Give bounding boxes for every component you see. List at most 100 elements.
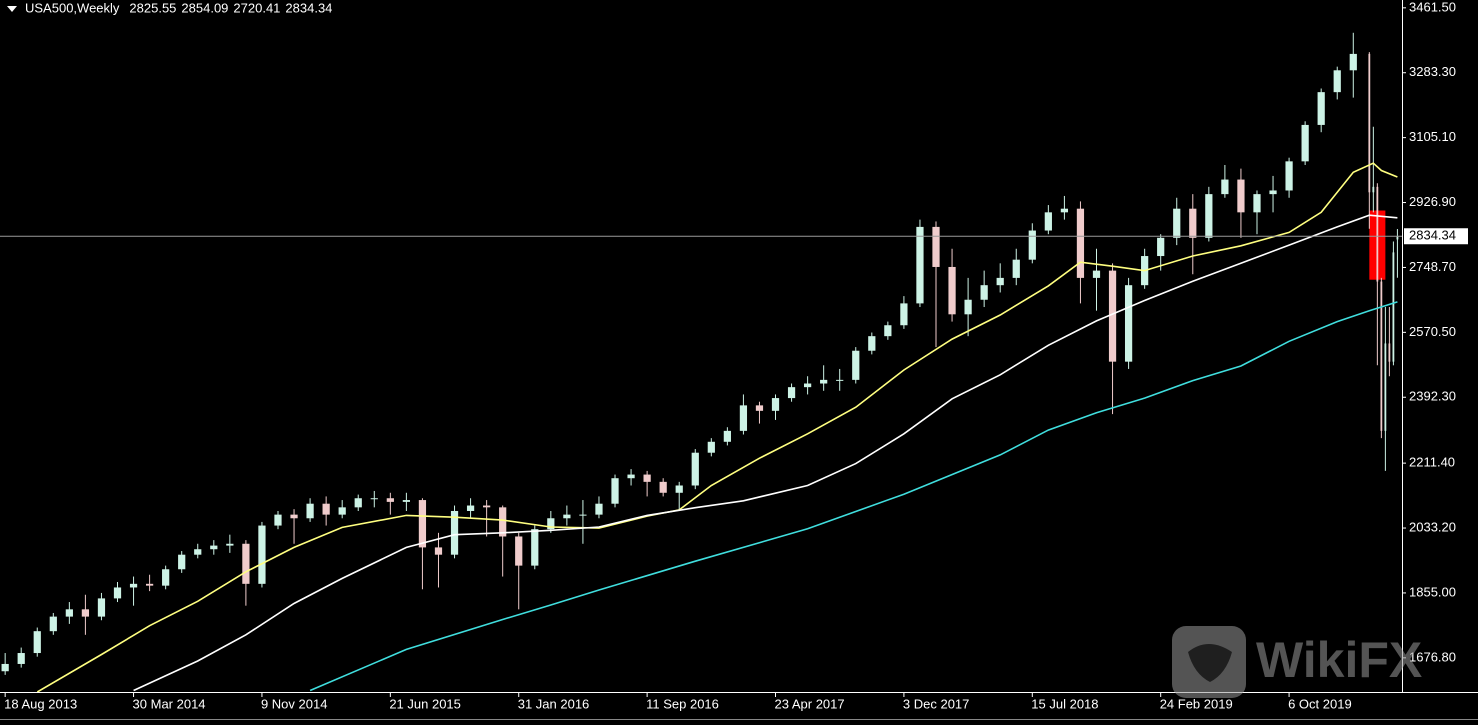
candle-body	[226, 543, 234, 546]
last-price-box	[1404, 228, 1468, 245]
y-tick-label: 3105.10	[1409, 129, 1456, 144]
candle-body	[242, 543, 250, 584]
candle-body	[948, 266, 956, 315]
candle-body	[852, 350, 860, 380]
candle-body	[466, 505, 475, 511]
y-tick-label: 1855.00	[1409, 584, 1456, 599]
x-tick-label: 15 Jul 2018	[1031, 696, 1098, 711]
candle-body	[595, 503, 603, 515]
candle-body	[579, 514, 587, 516]
candle-body	[65, 609, 73, 617]
candle-body	[996, 277, 1004, 286]
candle-body	[81, 609, 90, 617]
candle-body	[1044, 212, 1052, 231]
y-tick-label: 2392.30	[1409, 389, 1456, 404]
candle-body	[418, 500, 427, 548]
candle-body	[322, 503, 330, 515]
x-tick-label: 31 Jan 2016	[518, 696, 590, 711]
candle-body	[1396, 236, 1399, 240]
chart-title: USA500,Weekly	[25, 0, 120, 15]
y-tick-label: 2748.70	[1409, 259, 1456, 274]
candle-body	[162, 569, 170, 586]
moving-average-line	[36, 162, 1398, 692]
candle-body	[611, 478, 619, 504]
candle-body	[1108, 270, 1117, 362]
candle-body	[884, 325, 892, 337]
x-tick-label: 11 Sep 2016	[646, 696, 719, 711]
candle-body	[916, 226, 924, 304]
candle-body	[707, 441, 715, 453]
candle-body	[1380, 281, 1383, 431]
watermark: WikiFX	[1172, 626, 1422, 698]
candle-body	[836, 379, 844, 381]
candle-body	[274, 514, 282, 526]
candle-body	[1076, 208, 1085, 278]
y-tick-label: 1676.80	[1409, 649, 1456, 664]
candle-body	[1285, 161, 1293, 191]
candle-body	[1, 663, 9, 672]
candle-body	[97, 598, 106, 617]
candle-body	[771, 398, 780, 411]
candle-body	[1189, 208, 1197, 238]
candle-body	[434, 547, 443, 555]
candle-body	[1012, 259, 1020, 278]
x-tick-label: 23 Apr 2017	[775, 696, 845, 711]
candle-body	[1269, 190, 1277, 195]
candle-body	[1028, 230, 1036, 260]
candle-body	[1372, 186, 1375, 193]
candle-body	[643, 474, 651, 482]
candle-body	[1157, 237, 1165, 257]
candle-body	[306, 503, 314, 519]
y-tick-label: 3461.50	[1409, 0, 1456, 14]
plot-area	[0, 32, 1402, 692]
candle-body	[932, 226, 940, 267]
candle-body	[1388, 343, 1391, 362]
candle-body	[17, 653, 25, 664]
candle-body	[483, 505, 491, 508]
candle-body	[980, 285, 988, 300]
y-tick-label: 2033.20	[1409, 519, 1456, 534]
candle-body	[499, 507, 507, 537]
x-tick-label: 9 Nov 2014	[261, 696, 328, 711]
candle-body	[964, 299, 972, 315]
candle-body	[1237, 179, 1245, 213]
x-tick-label: 6 Oct 2019	[1288, 696, 1352, 711]
x-tick-label: 30 Mar 2014	[133, 696, 206, 711]
candle-body	[787, 387, 796, 399]
candle-body	[739, 405, 748, 431]
axes: 3461.50 3283.30 3105.10 2926.90 2748.70 2570.…	[4, 0, 1468, 711]
candle-body	[1368, 53, 1371, 193]
candle-body	[900, 303, 908, 326]
candle-body	[354, 498, 362, 508]
candle-body	[49, 616, 57, 632]
candle-body	[290, 514, 298, 519]
candle-body	[1124, 285, 1133, 362]
y-tick-label: 2570.50	[1409, 324, 1456, 339]
candle-body	[1333, 70, 1341, 93]
candle-body	[370, 498, 378, 500]
header: USA500,Weekly 2825.55 2854.09 2720.41 2834.…	[7, 0, 332, 15]
candle-body	[1173, 208, 1181, 238]
candle-body	[145, 583, 154, 586]
y-tick-label: 2926.90	[1409, 194, 1456, 209]
candle-body	[450, 510, 459, 555]
x-tick-label: 3 Dec 2017	[903, 696, 970, 711]
candle-body	[1384, 343, 1387, 431]
candle-body	[563, 514, 571, 519]
candle-body	[1317, 92, 1325, 125]
candle-body	[113, 587, 122, 599]
candle-body	[627, 474, 635, 479]
header-value: 2854.09	[181, 0, 228, 15]
candle-body	[338, 507, 346, 515]
candle-body	[178, 554, 186, 570]
candle-body	[1092, 270, 1101, 278]
candle-body	[194, 549, 202, 555]
watermark-text: WikiFX	[1256, 632, 1422, 688]
candle-body	[210, 545, 218, 550]
candle-body	[547, 518, 555, 530]
candle-body	[1060, 208, 1069, 213]
candle-body	[691, 452, 699, 486]
